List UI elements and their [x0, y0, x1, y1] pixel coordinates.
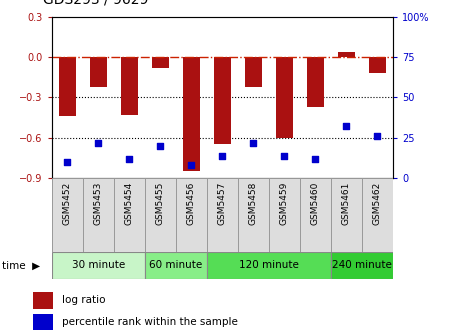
FancyBboxPatch shape — [362, 178, 393, 252]
Text: GSM5461: GSM5461 — [342, 182, 351, 225]
Bar — [369, 57, 386, 73]
Text: log ratio: log ratio — [62, 295, 105, 305]
FancyBboxPatch shape — [145, 178, 176, 252]
Text: GSM5458: GSM5458 — [249, 182, 258, 225]
Text: GSM5462: GSM5462 — [373, 182, 382, 225]
FancyBboxPatch shape — [207, 178, 238, 252]
Point — [95, 140, 102, 145]
Bar — [183, 57, 200, 171]
FancyBboxPatch shape — [238, 178, 269, 252]
Text: GSM5457: GSM5457 — [218, 182, 227, 225]
FancyBboxPatch shape — [269, 178, 300, 252]
Bar — [33, 314, 53, 331]
Text: GSM5460: GSM5460 — [311, 182, 320, 225]
Point — [64, 159, 71, 165]
Text: 240 minute: 240 minute — [332, 260, 392, 270]
Text: GSM5455: GSM5455 — [156, 182, 165, 225]
Text: percentile rank within the sample: percentile rank within the sample — [62, 317, 238, 327]
Text: GSM5459: GSM5459 — [280, 182, 289, 225]
Bar — [338, 52, 355, 57]
FancyBboxPatch shape — [300, 178, 331, 252]
FancyBboxPatch shape — [207, 252, 331, 279]
Text: GDS293 / 9629: GDS293 / 9629 — [43, 0, 148, 7]
FancyBboxPatch shape — [331, 178, 362, 252]
Text: GSM5453: GSM5453 — [94, 182, 103, 225]
Point — [157, 143, 164, 149]
Point — [250, 140, 257, 145]
Bar — [276, 57, 293, 138]
FancyBboxPatch shape — [145, 252, 207, 279]
Point — [312, 156, 319, 161]
Bar — [152, 57, 169, 68]
Text: time  ▶: time ▶ — [2, 260, 40, 270]
FancyBboxPatch shape — [52, 252, 145, 279]
Text: GSM5452: GSM5452 — [63, 182, 72, 225]
Bar — [307, 57, 324, 107]
Point — [343, 124, 350, 129]
Point — [126, 156, 133, 161]
Bar — [214, 57, 231, 144]
Bar — [33, 292, 53, 308]
Point — [281, 153, 288, 158]
Text: 30 minute: 30 minute — [71, 260, 125, 270]
Text: 120 minute: 120 minute — [239, 260, 299, 270]
FancyBboxPatch shape — [114, 178, 145, 252]
FancyBboxPatch shape — [83, 178, 114, 252]
Point — [374, 133, 381, 139]
Bar — [90, 57, 107, 87]
Text: 60 minute: 60 minute — [149, 260, 202, 270]
FancyBboxPatch shape — [176, 178, 207, 252]
Bar — [59, 57, 76, 116]
Text: GSM5454: GSM5454 — [125, 182, 134, 225]
Text: GSM5456: GSM5456 — [187, 182, 196, 225]
Point — [219, 153, 226, 158]
Bar — [245, 57, 262, 87]
Bar — [121, 57, 138, 115]
Point — [188, 163, 195, 168]
FancyBboxPatch shape — [52, 178, 83, 252]
FancyBboxPatch shape — [331, 252, 393, 279]
